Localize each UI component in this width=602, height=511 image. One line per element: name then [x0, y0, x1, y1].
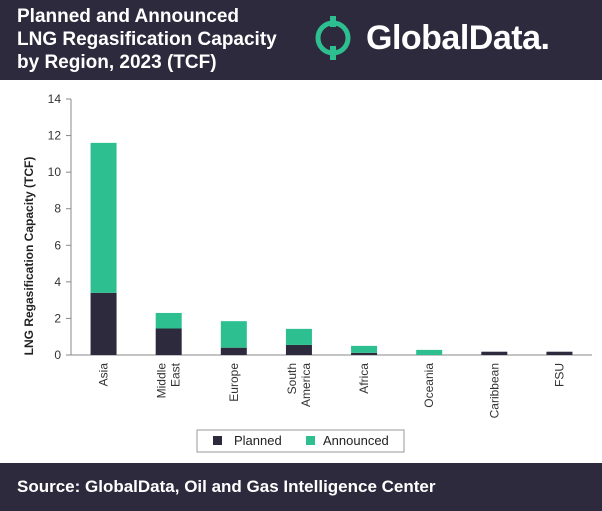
bar-planned: [481, 351, 508, 355]
bar-planned: [546, 351, 573, 355]
globaldata-logo: GlobalData.: [310, 12, 590, 64]
x-category-label-line: Oceania: [422, 363, 436, 408]
x-category-label-line: Asia: [97, 363, 111, 387]
legend-swatch-announced: [306, 436, 315, 445]
bar-announced: [220, 321, 247, 348]
legend-label-planned: Planned: [234, 433, 282, 448]
x-category-label: Oceania: [422, 363, 436, 408]
x-category-label-line: FSU: [552, 363, 566, 387]
x-category-label: Africa: [357, 363, 371, 394]
y-tick-label: 0: [54, 348, 61, 362]
x-category-label-line: Africa: [357, 363, 371, 394]
bar-planned: [90, 292, 117, 355]
bar-planned: [220, 347, 247, 355]
x-category-label-line: East: [169, 362, 183, 387]
x-category-label: Europe: [227, 363, 241, 402]
x-category-label: South America: [285, 363, 313, 407]
x-category-label: FSU: [552, 363, 566, 387]
legend-box: [196, 429, 405, 453]
x-category-label-line: America: [299, 363, 313, 407]
footer-bar: Source: GlobalData, Oil and Gas Intellig…: [0, 463, 602, 511]
y-axis-label: LNG Regasification Capacity (TCF): [22, 157, 36, 356]
bar-chart: 0 2 4 6 8 10 12 14 Asia Middle East Europe South Ame…: [22, 92, 592, 453]
bar-announced: [416, 349, 443, 355]
bars: [90, 142, 573, 355]
bar-planned: [285, 344, 312, 355]
bar-planned: [155, 328, 182, 355]
y-tick-label: 12: [48, 129, 62, 143]
legend-swatch-planned: [213, 436, 222, 445]
y-tick-label: 10: [48, 165, 62, 179]
x-axis: Asia Middle East Europe South America Africa Oc…: [97, 362, 567, 418]
logo-text: GlobalData.: [366, 18, 550, 57]
header-bar: Planned and Announced LNG Regasification…: [0, 0, 602, 80]
x-category-label: Caribbean: [487, 363, 501, 418]
globaldata-logo-icon: [315, 16, 351, 60]
y-axis: 0 2 4 6 8 10 12 14: [48, 92, 592, 362]
y-tick-label: 6: [54, 238, 61, 252]
y-tick-label: 14: [48, 92, 62, 106]
x-category-label-line: South: [285, 363, 299, 394]
x-category-label-line: Europe: [227, 363, 241, 402]
bar-announced: [351, 345, 378, 353]
bar-announced: [155, 312, 182, 329]
x-category-label: Middle East: [155, 362, 183, 398]
bar-announced: [90, 142, 117, 293]
source-note: Source: GlobalData, Oil and Gas Intellig…: [17, 477, 436, 496]
chart-title: Planned and Announced LNG Regasification…: [17, 6, 277, 73]
x-category-label: Asia: [97, 363, 111, 387]
y-tick-label: 2: [54, 311, 61, 325]
legend-label-announced: Announced: [323, 433, 389, 448]
x-category-label-line: Caribbean: [487, 363, 501, 418]
y-tick-label: 4: [54, 275, 61, 289]
bar-announced: [285, 328, 312, 345]
x-category-label-line: Middle: [155, 363, 169, 399]
bar-planned: [351, 352, 378, 355]
y-tick-label: 8: [54, 202, 61, 216]
